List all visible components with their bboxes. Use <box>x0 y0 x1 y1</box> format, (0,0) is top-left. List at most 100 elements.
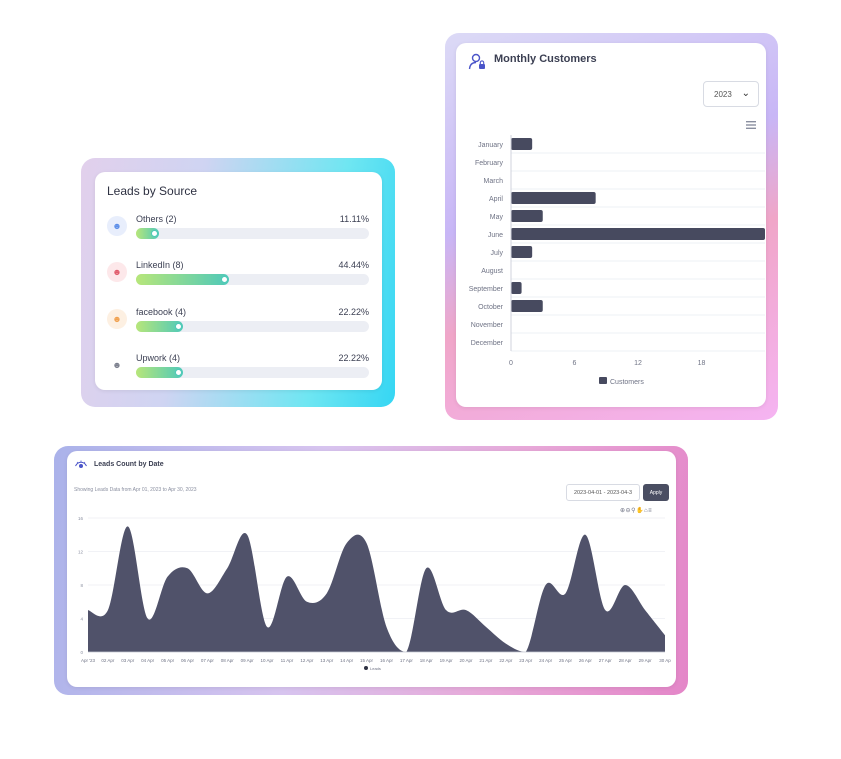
user-icon: ☻ <box>107 262 127 282</box>
x-tick-label: Apr '23 <box>81 658 96 663</box>
x-tick-label: 07 Apr <box>201 658 215 663</box>
source-progress-track <box>136 367 369 378</box>
user-icon: ☻ <box>107 355 127 375</box>
category-label: March <box>484 178 504 185</box>
x-tick-label: 16 Apr <box>380 658 394 663</box>
category-label: February <box>475 160 504 167</box>
x-tick-label: 15 Apr <box>360 658 374 663</box>
x-tick-label: 25 Apr <box>559 658 573 663</box>
menu-icon[interactable]: ≡ <box>648 508 653 514</box>
tick-label: 6 <box>573 360 577 367</box>
category-label: November <box>471 322 504 329</box>
x-tick-label: 02 Apr <box>101 658 115 663</box>
pan-hand-icon[interactable]: ✋ <box>635 508 644 514</box>
year-select[interactable]: 2023 ⌄ <box>703 81 759 107</box>
bar <box>511 210 543 222</box>
category-label: June <box>488 232 503 239</box>
monthly-customers-title: Monthly Customers <box>494 53 597 65</box>
user-icon: ☻ <box>107 216 127 236</box>
x-tick-label: 10 Apr <box>261 658 275 663</box>
x-tick-label: 12 Apr <box>300 658 314 663</box>
x-tick-label: 30 Ap <box>659 658 671 663</box>
y-tick-label: 16 <box>78 516 84 521</box>
leads-by-source-title: Leads by Source <box>107 184 198 198</box>
source-name: LinkedIn (8) <box>136 260 184 270</box>
category-label: August <box>481 268 503 275</box>
legend-label: Leads <box>370 666 381 671</box>
category-label: December <box>471 340 504 347</box>
x-tick-label: 21 Apr <box>479 658 493 663</box>
monthly-customers-card: Monthly Customers 2023 ⌄ January February… <box>456 43 766 407</box>
x-tick-label: 03 Apr <box>121 658 135 663</box>
x-tick-label: 14 Apr <box>340 658 354 663</box>
source-percent: 44.44% <box>338 260 369 270</box>
y-tick-label: 0 <box>80 650 83 655</box>
bar <box>511 192 596 204</box>
category-label: January <box>478 142 503 149</box>
source-percent: 22.22% <box>338 353 369 363</box>
tick-label: 18 <box>698 360 706 367</box>
progress-knob <box>151 230 159 237</box>
leads-count-chart: 0 4 8 12 16 Apr '23 02 Apr 03 Apr 04 Apr 05 Apr 06… <box>78 516 671 671</box>
chevron-down-icon: ⌄ <box>741 88 750 99</box>
eye-icon <box>75 460 87 468</box>
category-label: May <box>490 214 504 221</box>
source-name: Others (2) <box>136 214 177 224</box>
zoom-in-icon[interactable]: ⊕ <box>620 508 626 514</box>
x-tick-label: 11 Apr <box>281 658 294 663</box>
user-lock-icon <box>468 53 485 70</box>
zoom-out-icon[interactable]: ⊖ <box>625 508 632 514</box>
progress-knob <box>174 323 182 330</box>
hamburger-menu-icon[interactable] <box>746 121 756 129</box>
category-label: April <box>489 196 503 203</box>
category-label: September <box>469 286 504 293</box>
y-tick-label: 12 <box>78 550 84 555</box>
bar <box>511 282 522 294</box>
bar <box>511 300 543 312</box>
progress-knob <box>221 276 229 283</box>
source-progress-track <box>136 321 369 332</box>
chart-toolbar: ⊕⊖⚲✋⌂≡ <box>620 507 652 514</box>
x-tick-label: 26 Apr <box>579 658 593 663</box>
leads-area <box>88 526 665 652</box>
y-tick-label: 8 <box>80 583 83 588</box>
bar <box>511 228 765 240</box>
monthly-customers-chart: January February March April May June July Augu… <box>469 135 765 386</box>
x-tick-label: 18 Apr <box>420 658 434 663</box>
tick-label: 12 <box>634 360 642 367</box>
progress-knob <box>174 369 182 376</box>
leads-by-source-card: Leads by Source ☻ Others (2) 11.11% ☻ Linked… <box>95 172 382 390</box>
x-tick-label: 22 Apr <box>499 658 513 663</box>
x-tick-label: 17 Apr <box>400 658 414 663</box>
x-tick-label: 20 Apr <box>460 658 474 663</box>
source-name: facebook (4) <box>136 307 187 317</box>
legend-label: Customers <box>610 379 644 386</box>
home-reset-icon[interactable]: ⌂ <box>643 508 649 514</box>
source-progress-track <box>136 274 369 285</box>
y-tick-label: 4 <box>80 617 83 622</box>
x-tick-label: 05 Apr <box>161 658 175 663</box>
source-name: Upwork (4) <box>136 353 181 363</box>
zoom-selection-icon[interactable]: ⚲ <box>631 508 636 514</box>
legend-swatch <box>599 377 607 384</box>
x-tick-label: 19 Apr <box>440 658 454 663</box>
date-range-input[interactable]: 2023-04-01 - 2023-04-3 <box>566 484 640 501</box>
bar <box>511 246 533 258</box>
year-select-value: 2023 <box>714 89 732 99</box>
x-tick-label: 29 Apr <box>639 658 653 663</box>
user-icon: ☻ <box>107 309 127 329</box>
source-percent: 22.22% <box>338 307 369 317</box>
x-tick-label: 04 Apr <box>141 658 155 663</box>
leads-count-card: Leads Count by Date Showing Leads Data f… <box>67 451 676 687</box>
leads-count-title: Leads Count by Date <box>94 461 164 468</box>
source-progress-fill <box>136 228 160 239</box>
source-row: ☻ Upwork (4) 22.22% <box>107 353 369 391</box>
category-label: October <box>478 304 504 311</box>
x-tick-label: 06 Apr <box>181 658 195 663</box>
source-row: ☻ facebook (4) 22.22% <box>107 307 369 345</box>
bar <box>511 138 533 150</box>
apply-button[interactable]: Apply <box>643 484 669 501</box>
legend-swatch <box>364 666 368 670</box>
x-tick-label: 09 Apr <box>241 658 255 663</box>
tick-label: 0 <box>509 360 513 367</box>
